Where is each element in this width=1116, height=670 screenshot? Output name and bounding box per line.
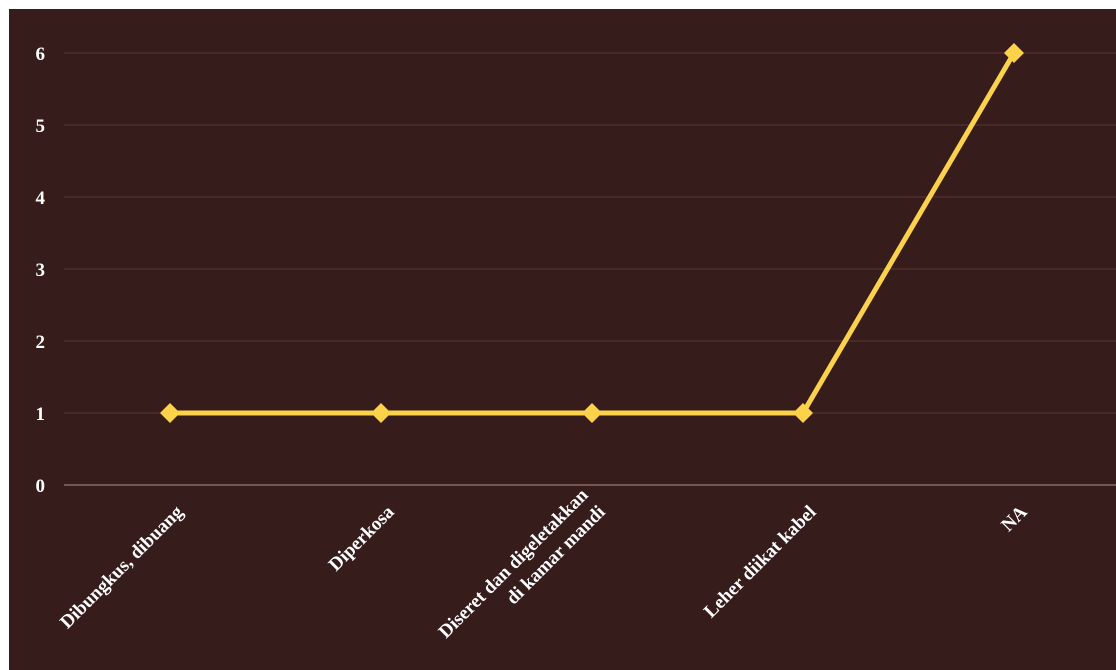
data-point-marker (1004, 43, 1024, 63)
data-point-marker (160, 403, 180, 423)
x-tick-label: NA (997, 501, 1031, 535)
series (160, 43, 1024, 423)
x-tick-label: Diseret dan digeletakkandi kamar mandi (435, 484, 610, 659)
x-tick-label: Dibungkus, dibuang (56, 501, 188, 633)
series-line (167, 50, 1017, 416)
data-point-marker (371, 403, 391, 423)
x-tick-label: Leher diikat kabel (700, 502, 821, 623)
chart-area: 0 1 2 3 4 5 6 Dibungkus, dibuang Diperkosa Diser… (9, 9, 1116, 670)
line-chart: 0 1 2 3 4 5 6 Dibungkus, dibuang Diperkosa Diser… (36, 43, 1116, 659)
y-tick-label: 1 (36, 404, 46, 425)
y-tick-label: 2 (36, 332, 46, 353)
y-axis-ticks: 0 1 2 3 4 5 6 (36, 44, 46, 497)
y-tick-label: 6 (36, 44, 46, 65)
y-tick-label: 3 (36, 260, 46, 281)
data-point-marker (793, 403, 813, 423)
y-tick-label: 0 (36, 476, 46, 497)
x-axis-labels: Dibungkus, dibuang Diperkosa Diseret dan d… (56, 484, 1032, 659)
data-point-marker (582, 403, 602, 423)
x-tick-label: Diperkosa (325, 501, 399, 575)
y-tick-label: 4 (36, 188, 46, 209)
y-tick-label: 5 (36, 116, 46, 137)
